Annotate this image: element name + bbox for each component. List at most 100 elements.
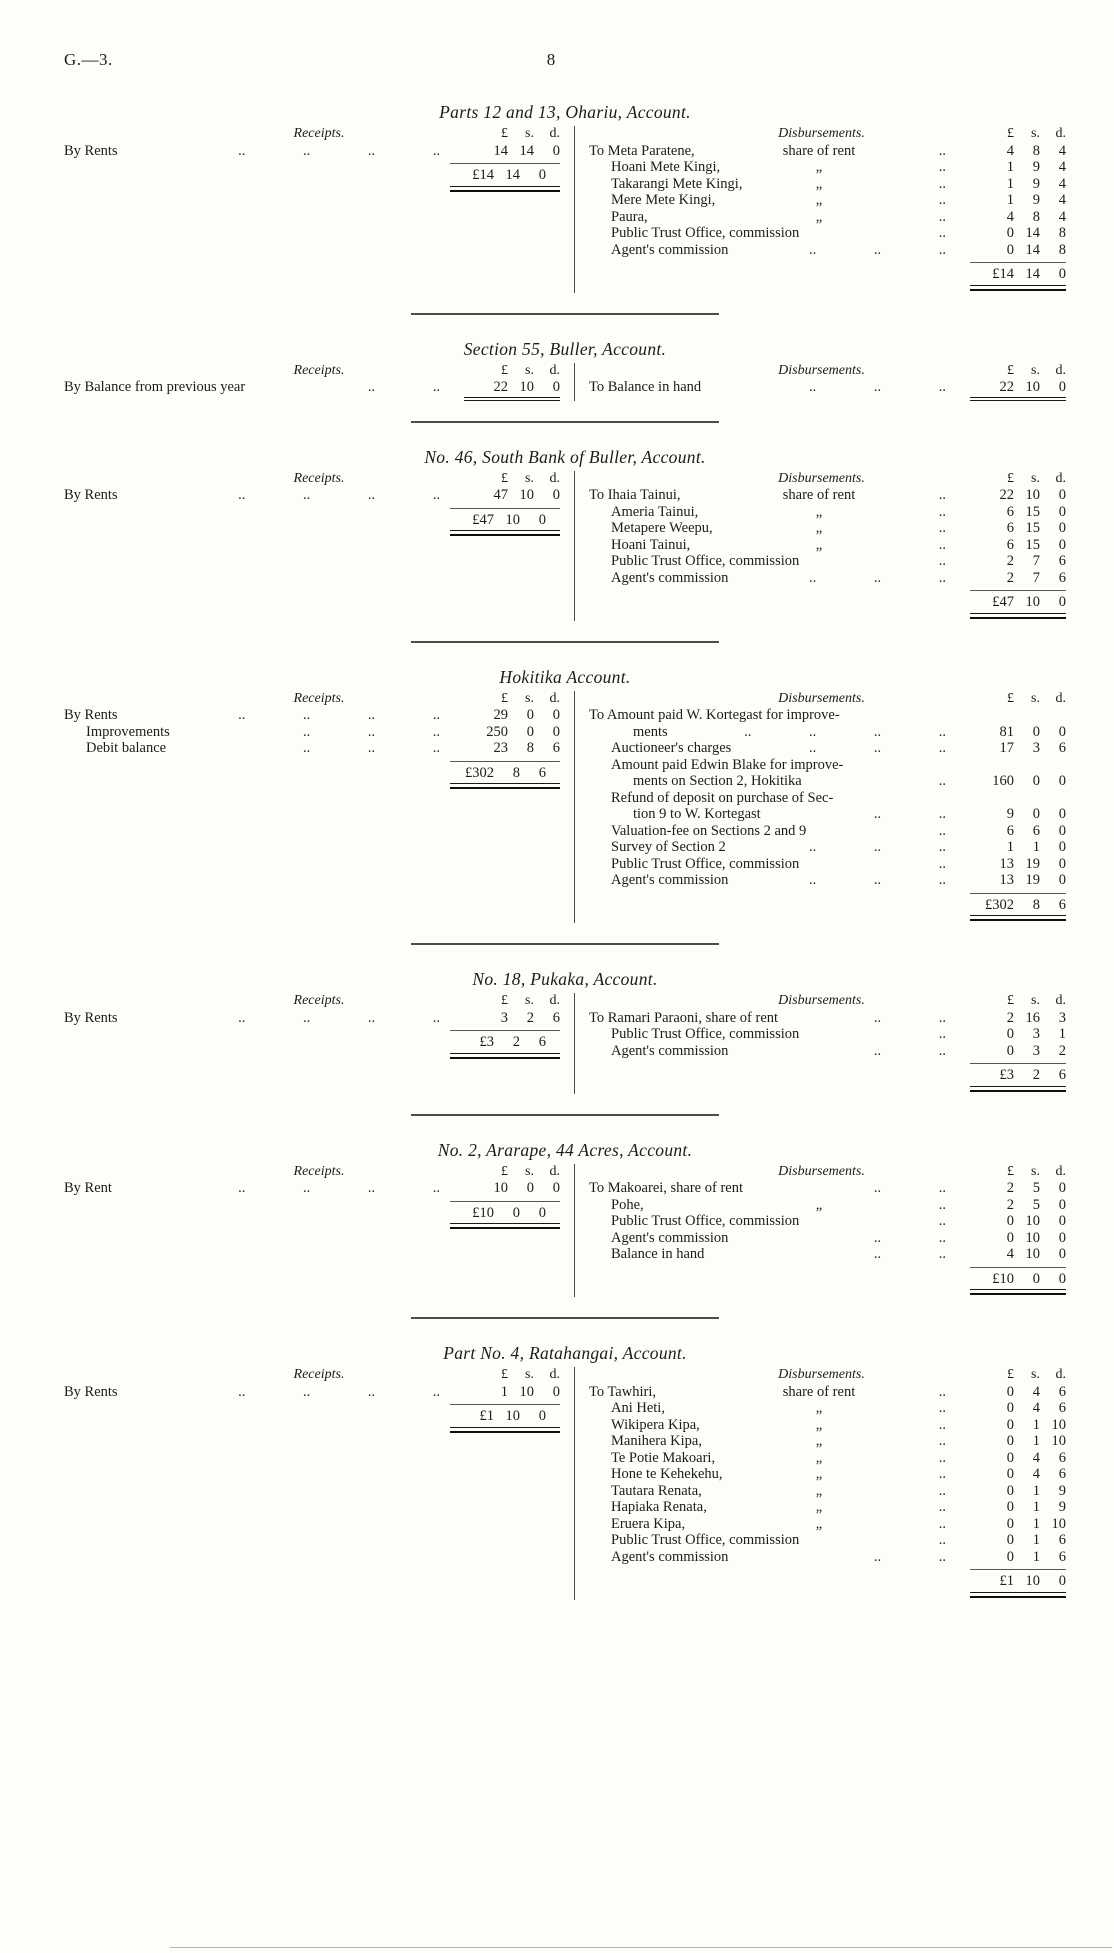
amount-pence: 0 (1058, 822, 1066, 839)
ledger-row: By Rents .. .. .. .. 29 0 0 (64, 707, 574, 724)
row-name: Tautara Renata, (611, 1482, 702, 1499)
account-section: Part No. 4, Ratahangai, Account. Receipt… (64, 1343, 1066, 1600)
dot-leaders: .. .. .. .. (238, 1009, 440, 1026)
amount-shillings: 14 (1025, 225, 1041, 241)
pence-label: d. (549, 470, 561, 486)
amount-pence: 0 (538, 511, 546, 528)
amount-shillings: 15 (1025, 536, 1041, 553)
amount-pence: 6 (552, 1009, 560, 1026)
row-name: Public Trust Office, commission (611, 553, 800, 569)
ledger-row: Hoani Mete Kingi, „.. 1 9 4 (589, 159, 1066, 176)
dot-leaders: .. .. .. (809, 872, 946, 888)
amount-shillings: 8 (526, 740, 534, 756)
dot-leaders: .. .. (873, 1180, 946, 1196)
amount-pence: 0 (552, 723, 560, 740)
receipts-column-header: Receipts. £ s. d. (64, 471, 574, 488)
shillings-label: s. (1031, 1367, 1040, 1382)
ledger-row: Survey of Section 2 .. .. .. 1 1 0 (589, 839, 1066, 856)
amount-pence: 6 (1058, 1067, 1066, 1083)
amount-pounds: 2 (1006, 1009, 1014, 1026)
pence-label: d. (1055, 993, 1067, 1008)
amount-pounds: £3 (999, 1067, 1015, 1083)
amount-pounds: £14 (992, 266, 1014, 282)
amount-shillings: 0 (512, 1204, 520, 1221)
row-name: To Tawhiri, (589, 1383, 656, 1400)
row-amounts: 0 3 2 (970, 1043, 1066, 1060)
total-rule-top (970, 892, 1066, 894)
amount-pounds: £3 (479, 1034, 495, 1050)
row-amounts: 2 5 0 (970, 1180, 1066, 1197)
row-ditto-note: „ (815, 1499, 823, 1515)
amount-pounds: 1 (1006, 159, 1014, 175)
total-rule-double (970, 284, 1066, 291)
disbursements-rows: To Ramari Paraoni, share of rent .. .. 2 16… (589, 1010, 1066, 1060)
amount-pounds: £47 (472, 511, 494, 528)
amount-pounds: 22 (999, 487, 1015, 503)
amount-pounds: 0 (1006, 1499, 1014, 1515)
dot-leaders: .. .. .. (303, 723, 440, 740)
total-row: £47 10 0 (450, 507, 560, 536)
dot-leaders: .. .. .. (809, 569, 946, 586)
disbursements-total: £10 0 0 (589, 1266, 1066, 1295)
amount-pence: 3 (1058, 1009, 1066, 1026)
row-ditto-note: „ (815, 1515, 823, 1532)
ledger-row: Metapere Weepu, „.. 6 15 0 (589, 520, 1066, 537)
amount-pounds: 0 (1006, 1213, 1014, 1229)
amount-shillings: 15 (1025, 503, 1041, 520)
money-column-header: £ s. d. (464, 126, 560, 143)
pence-label: d. (549, 1163, 561, 1179)
amount-pence: 0 (552, 1180, 560, 1196)
row-name: By Balance from previous year (64, 379, 246, 395)
amount-pence: 6 (1058, 1383, 1066, 1400)
amount-pounds: 0 (1006, 1433, 1014, 1449)
ledger-row: Manihera Kipa, „.. 0 1 10 (589, 1433, 1066, 1450)
amount-pence: 0 (1058, 855, 1066, 872)
pence-label: d. (1055, 470, 1067, 486)
amount-shillings: 1 (1032, 1416, 1040, 1433)
row-amounts: 0 1 9 (970, 1499, 1066, 1516)
ledger-row: Ani Heti, „.. 0 4 6 (589, 1400, 1066, 1417)
amount-shillings: 19 (1025, 872, 1041, 888)
section-divider (411, 312, 719, 315)
receipts-column-header: Receipts. £ s. d. (64, 126, 574, 143)
pounds-symbol: £ (501, 690, 508, 706)
amount-pounds: 1 (1006, 175, 1014, 192)
section-title: Parts 12 and 13, Ohariu, Account. (439, 102, 691, 122)
total-row: £10 0 0 (970, 1266, 1066, 1295)
disbursements-column: Disbursements. £ s. d. To Balance in hand.… (575, 363, 1066, 401)
row-name: Wikipera Kipa, (611, 1416, 700, 1433)
amount-pence: 6 (1058, 569, 1066, 586)
shillings-label: s. (1031, 126, 1040, 141)
receipts-total: £3 2 6 (64, 1030, 574, 1059)
total-row: £14 14 0 (450, 163, 560, 192)
total-amounts: £14 14 0 (970, 265, 1066, 285)
total-row: £3 2 6 (970, 1063, 1066, 1092)
ledger-row: tion 9 to W. Kortegast .. .. 9 0 0 (589, 806, 1066, 823)
row-name: Public Trust Office, commission (611, 1026, 800, 1042)
money-column-header: £ s. d. (464, 1367, 560, 1384)
receipts-column: Receipts. £ s. d. By Rents.. .. .. .. 47 10 0… (64, 470, 575, 621)
amount-shillings: 14 (1025, 266, 1041, 282)
amount-pence: 6 (1058, 1532, 1066, 1548)
ledger-row: To Makoarei, share of rent .. .. 2 5 0 (589, 1180, 1066, 1197)
row-name: To Makoarei, share of rent (589, 1180, 743, 1196)
amount-shillings: 1 (1032, 1548, 1040, 1565)
amount-pounds: 22 (999, 379, 1015, 395)
disbursements-rows: To Tawhiri, share of rent.. 0 4 6 Ani Heti, „.… (589, 1384, 1066, 1566)
total-rule-double (450, 783, 560, 789)
amount-shillings: 4 (1032, 1400, 1040, 1416)
row-amounts: 4 8 4 (970, 209, 1066, 226)
amount-pounds: 2 (1006, 553, 1014, 569)
row-amounts: 23 8 6 (464, 740, 561, 757)
pence-label: d. (1055, 362, 1067, 378)
amount-shillings: 10 (505, 511, 521, 528)
amount-pounds: 22 (493, 379, 509, 395)
dot-leaders: .. .. .. (809, 740, 946, 756)
disbursements-rows: To Amount paid W. Kortegast for improve-… (589, 707, 1066, 889)
amount-shillings: 10 (519, 1383, 535, 1400)
amount-pounds: 250 (486, 723, 508, 740)
dot-leaders: .. .. .. (809, 839, 946, 855)
total-amounts: £10 0 0 (970, 1270, 1066, 1290)
amount-shillings: 6 (1032, 822, 1040, 839)
ledger-row: Public Trust Office, commission.. 2 7 6 (589, 553, 1066, 570)
